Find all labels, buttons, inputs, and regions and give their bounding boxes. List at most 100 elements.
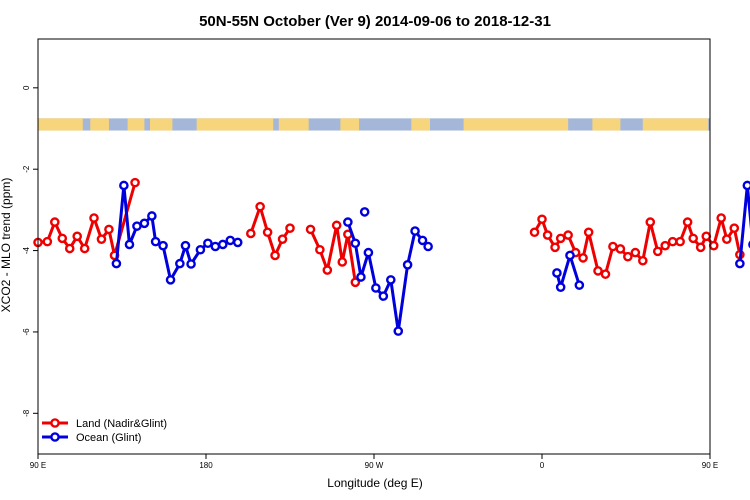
data-point [315, 244, 325, 255]
data-point [393, 326, 404, 336]
data-point [555, 233, 566, 244]
data-point [203, 238, 213, 249]
x-axis-label: Longitude (deg E) [327, 476, 422, 490]
data-point [410, 226, 420, 236]
data-point [593, 266, 603, 276]
band-land [642, 118, 709, 131]
data-point [550, 242, 560, 253]
band-land [278, 118, 309, 131]
data-point [423, 241, 433, 252]
data-point [623, 251, 633, 262]
band-land [90, 118, 109, 131]
x-tick-label: 90 E [702, 461, 718, 470]
data-point [111, 258, 122, 269]
data-point [343, 217, 353, 227]
data-point [356, 272, 366, 282]
legend-label: Ocean (Glint) [76, 432, 141, 444]
data-point [262, 227, 273, 238]
band-land [38, 118, 83, 131]
data-point [72, 231, 82, 242]
legend-marker [50, 432, 60, 442]
data-point [722, 234, 732, 244]
data-point [217, 239, 228, 250]
data-point [735, 258, 745, 269]
data-point [542, 230, 553, 240]
data-point [186, 259, 196, 269]
band-land [150, 118, 173, 131]
y-tick-label: -6 [22, 328, 31, 336]
data-point [165, 275, 176, 285]
data-point [378, 291, 389, 301]
data-point [667, 236, 678, 247]
data-point [132, 221, 142, 231]
data-point [232, 237, 243, 248]
data-point [277, 234, 288, 244]
data-point [42, 236, 53, 247]
data-point [402, 260, 413, 270]
data-point [688, 233, 699, 244]
data-point [331, 220, 342, 231]
surface-band [38, 118, 710, 131]
data-point [130, 177, 140, 188]
data-point [675, 236, 685, 247]
band-land [340, 118, 360, 131]
data-point [742, 180, 750, 191]
data-point [337, 257, 348, 267]
series-land [33, 177, 745, 288]
data-point [552, 268, 562, 278]
y-axis-label: XCO2 - MLO trend (ppm) [0, 178, 13, 313]
data-point [565, 250, 575, 261]
data-point [363, 247, 374, 258]
data-point [350, 238, 361, 249]
data-point [225, 235, 236, 246]
band-land [411, 118, 430, 131]
y-tick-label: 0 [22, 85, 31, 90]
band-land [127, 118, 145, 131]
band-land [463, 118, 569, 131]
x-tick-label: 90 W [365, 461, 384, 470]
data-point [385, 275, 396, 285]
data-point [158, 240, 168, 251]
data-point [583, 227, 594, 238]
x-tick-label: 90 E [30, 461, 46, 470]
data-point [57, 233, 68, 244]
x-tick-label: 0 [540, 461, 545, 470]
data-point [79, 243, 90, 254]
legend: Land (Nadir&Glint) Ocean (Glint) [42, 418, 167, 444]
data-point [255, 201, 265, 212]
data-point [180, 240, 191, 251]
legend-label: Land (Nadir&Glint) [76, 418, 167, 430]
y-tick-label: -4 [22, 246, 31, 254]
data-point [210, 241, 221, 252]
data-point [537, 214, 547, 225]
plot-frame [37, 38, 711, 455]
data-point [305, 224, 316, 235]
data-point [716, 213, 727, 223]
data-point [150, 236, 161, 247]
series-layer [33, 177, 750, 336]
data-point [139, 218, 150, 229]
data-point [645, 217, 656, 227]
data-point [322, 265, 333, 275]
data-point [578, 253, 588, 263]
data-point [195, 244, 206, 255]
y-tick-label: -8 [22, 409, 31, 417]
data-point [50, 217, 60, 227]
chart-title: 50N-55N October (Ver 9) 2014-09-06 to 20… [199, 13, 551, 30]
data-point [608, 241, 618, 252]
data-point [600, 269, 611, 279]
data-point [695, 242, 706, 253]
data-point [638, 255, 648, 266]
band-land [592, 118, 621, 131]
data-point [371, 283, 381, 293]
series-line [555, 253, 581, 289]
data-point [124, 239, 135, 250]
series-line [738, 183, 750, 264]
data-point [660, 240, 671, 251]
data-point [104, 224, 114, 235]
x-tick-label: 180 [199, 461, 213, 470]
data-point [682, 217, 693, 227]
band-land [196, 118, 274, 131]
data-point [96, 234, 107, 244]
data-point [119, 180, 129, 191]
